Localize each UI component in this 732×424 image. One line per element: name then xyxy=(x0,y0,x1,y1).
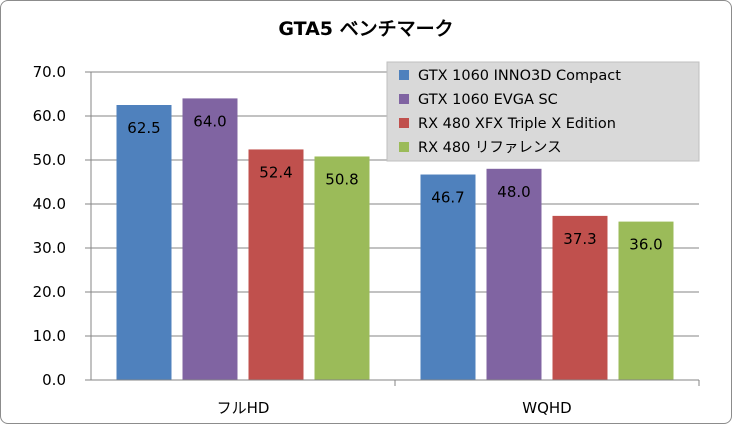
bars xyxy=(116,98,674,381)
value-label: 48.0 xyxy=(497,183,530,201)
category-labels: フルHD WQHD xyxy=(217,399,572,417)
bar xyxy=(552,215,608,380)
value-label: 36.0 xyxy=(629,236,662,254)
y-axis-ticks: 0.0 10.0 20.0 30.0 40.0 50.0 60.0 70.0 xyxy=(33,63,66,389)
bar xyxy=(618,221,674,380)
y-tick-label: 50.0 xyxy=(33,151,66,169)
legend-label: RX 480 XFX Triple X Edition xyxy=(418,116,616,132)
y-tick-label: 60.0 xyxy=(33,107,66,125)
legend-swatch xyxy=(399,118,409,128)
y-tick-label: 10.0 xyxy=(33,327,66,345)
value-labels: 62.5 64.0 52.4 50.8 46.7 48.0 37.3 36.0 xyxy=(127,112,662,253)
legend-swatch xyxy=(399,94,409,104)
value-label: 50.8 xyxy=(325,170,358,188)
y-tick-label: 40.0 xyxy=(33,195,66,213)
y-tick-label: 20.0 xyxy=(33,283,66,301)
bar xyxy=(248,149,304,380)
x-axis xyxy=(90,72,700,386)
value-label: 37.3 xyxy=(563,230,596,248)
value-label: 64.0 xyxy=(193,112,226,130)
legend-swatch xyxy=(399,70,409,80)
legend-box xyxy=(386,61,700,162)
bar xyxy=(116,105,172,380)
legend: GTX 1060 INNO3D Compact GTX 1060 EVGA SC R… xyxy=(386,61,700,162)
legend-label: GTX 1060 INNO3D Compact xyxy=(418,68,621,84)
value-label: 52.4 xyxy=(259,163,292,181)
bar xyxy=(314,156,370,380)
y-tick-label: 30.0 xyxy=(33,239,66,257)
legend-label: RX 480 リファレンス xyxy=(418,140,562,156)
legend-label: GTX 1060 EVGA SC xyxy=(418,92,558,108)
bar xyxy=(182,98,238,381)
y-tick-label: 0.0 xyxy=(42,371,66,389)
legend-swatch xyxy=(399,142,409,152)
category-label: WQHD xyxy=(522,399,571,417)
bar xyxy=(486,168,542,380)
value-label: 62.5 xyxy=(127,119,160,137)
category-label: フルHD xyxy=(217,399,270,417)
value-label: 46.7 xyxy=(431,189,464,207)
y-tick-label: 70.0 xyxy=(33,63,66,81)
chart-title: GTA5 ベンチマーク xyxy=(278,18,453,40)
bar xyxy=(420,174,476,380)
